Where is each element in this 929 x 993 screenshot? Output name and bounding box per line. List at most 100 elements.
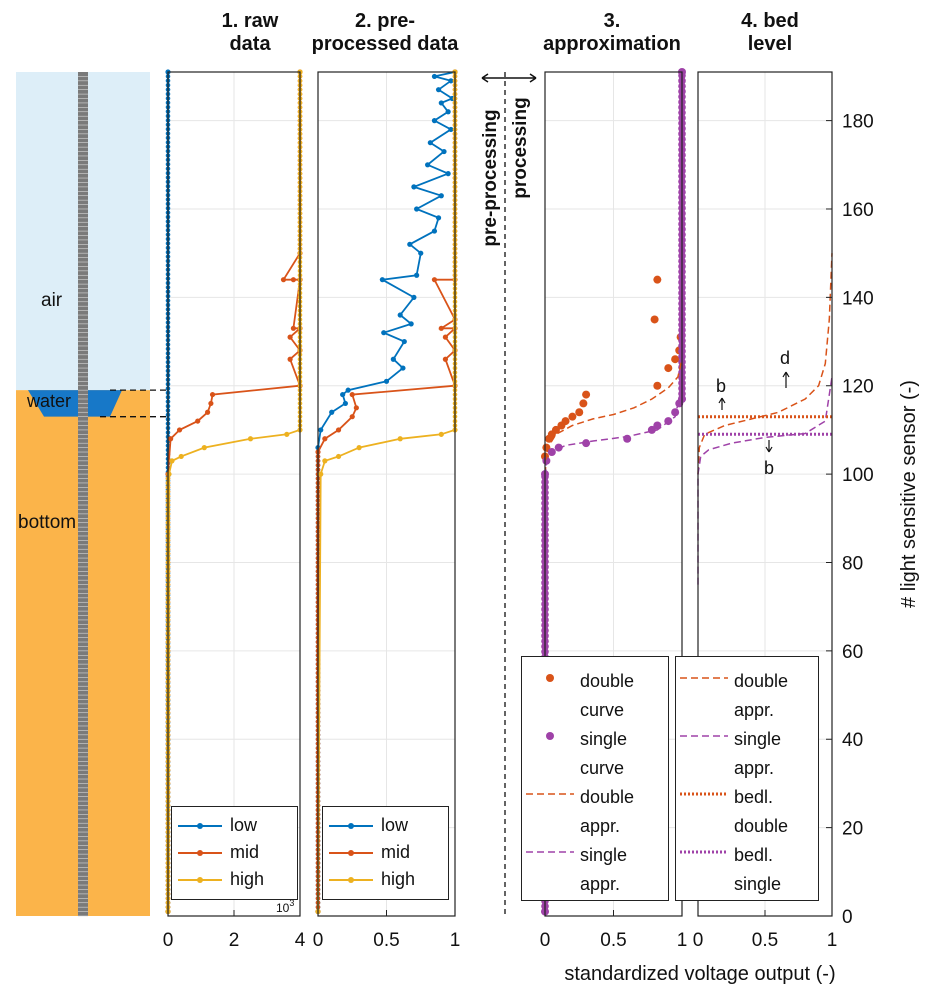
x-tick-label: 2 [229, 930, 240, 951]
y-tick-label: 80 [842, 553, 863, 574]
data-marker [431, 73, 438, 80]
x-multiplier-exp: 3 [289, 898, 294, 908]
data-marker [397, 312, 403, 318]
legend-item-single-appr: single appr. [676, 723, 818, 778]
legend-item-bedl-single: bedl. single [676, 839, 818, 894]
data-point [551, 425, 560, 434]
legend-item-double-appr: double appr. [522, 781, 668, 836]
plot-frame [544, 71, 683, 917]
x-tick-label: 1 [450, 930, 461, 951]
data-point [561, 417, 570, 426]
data-point [671, 408, 680, 417]
legend-label-double-appr: double appr. [734, 671, 789, 720]
legend-item-double-curve: double curve [522, 665, 668, 720]
data-marker [435, 87, 442, 93]
y-tick-label: 60 [842, 642, 863, 663]
data-marker [438, 100, 444, 106]
data-marker [448, 78, 454, 84]
panel-title-2: 2. pre- processed data [300, 10, 470, 56]
data-marker [349, 391, 355, 398]
panel-title-4: 4. bed level [705, 10, 835, 56]
y-tick-label: 160 [842, 200, 874, 221]
data-marker [431, 228, 438, 234]
data-point [575, 408, 584, 417]
data-marker [407, 241, 413, 247]
plot-frame [167, 71, 301, 917]
legend-label-single-curve: single curve [580, 729, 628, 778]
legend-swatch-mid [178, 850, 222, 856]
data-marker [381, 330, 387, 336]
panel-title-4-line2: level [747, 33, 793, 55]
data-marker [408, 321, 414, 327]
data-marker [427, 140, 433, 146]
series-line-single-appr- [544, 385, 683, 488]
data-marker [287, 356, 293, 362]
data-marker [448, 126, 454, 133]
schematic: air water bottom [16, 72, 210, 917]
data-marker [414, 272, 420, 278]
data-marker [441, 148, 447, 155]
data-point [582, 439, 591, 448]
data-marker [435, 215, 442, 221]
label-water: water [26, 391, 71, 411]
legend-swatch-single-appr [526, 851, 574, 853]
data-marker [340, 391, 346, 398]
legend-label-low: low [381, 815, 409, 835]
data-marker [201, 445, 207, 451]
legend-swatch-bedl-single [680, 850, 728, 854]
series-line-single-appr- [697, 376, 833, 585]
legend-swatch-bedl-double [680, 792, 728, 796]
label-d: d [780, 348, 790, 368]
data-marker [418, 250, 424, 256]
data-marker [397, 436, 403, 442]
panel-title-3-line1: 3. [603, 10, 621, 32]
panel-title-1-line2: data [229, 33, 271, 55]
legend-swatch-mid [329, 850, 373, 856]
legend-panel-4: double appr. single appr. bedl. double b… [675, 656, 819, 901]
y-axis-right: 0 20 40 60 80 100 120 140 160 180 # light sensitiv… [826, 112, 920, 928]
y-axis-label: # light sensitive sensor (-) [898, 380, 920, 608]
legend-label-bedl-double: bedl. double [734, 787, 789, 836]
data-marker [247, 436, 254, 442]
panel-1: 0 2 4 [163, 69, 306, 951]
data-marker [280, 277, 287, 283]
data-marker [322, 458, 328, 464]
arrow-d [782, 371, 790, 388]
plot-frame [697, 71, 833, 917]
y-tick-label: 20 [842, 819, 863, 840]
data-marker [438, 193, 444, 199]
annotations: standardized voltage output (-)103pre-pr… [276, 72, 836, 985]
x-tick-label: 0 [540, 930, 551, 951]
panel-title-1-line1: 1. raw [221, 10, 279, 32]
legend-item-single-appr: single appr. [522, 839, 668, 894]
legend-swatch-low [329, 823, 373, 829]
data-point [568, 412, 577, 421]
panel-title-3-line2: approximation [543, 33, 681, 55]
data-marker [168, 436, 174, 442]
data-marker [195, 418, 201, 424]
legend-label-single-appr: single appr. [580, 845, 628, 894]
x-tick-label: 1 [827, 930, 838, 951]
panel-title-3: 3. approximation [522, 10, 702, 56]
x-tick-label: 0 [163, 930, 174, 951]
data-marker [438, 325, 444, 331]
data-marker [349, 414, 355, 420]
x-tick-label: 0.5 [752, 930, 778, 951]
data-marker [176, 427, 183, 433]
arrow-b-down [765, 440, 773, 453]
data-marker [335, 427, 342, 433]
y-tick-label: 0 [842, 907, 853, 928]
data-point [653, 275, 662, 284]
data-point [653, 381, 662, 390]
plot-frame [317, 71, 456, 917]
legend-item-low: low [172, 813, 297, 839]
panel-2: 0 0.5 1 [313, 69, 461, 951]
data-marker [290, 325, 296, 331]
legend-label-double-curve: double curve [580, 671, 635, 720]
x-tick-label: 0 [693, 930, 704, 951]
label-b-up: b [716, 376, 726, 396]
arrow-b-up [718, 397, 726, 410]
data-marker [425, 162, 431, 168]
data-point [664, 364, 673, 373]
data-point [582, 390, 591, 399]
